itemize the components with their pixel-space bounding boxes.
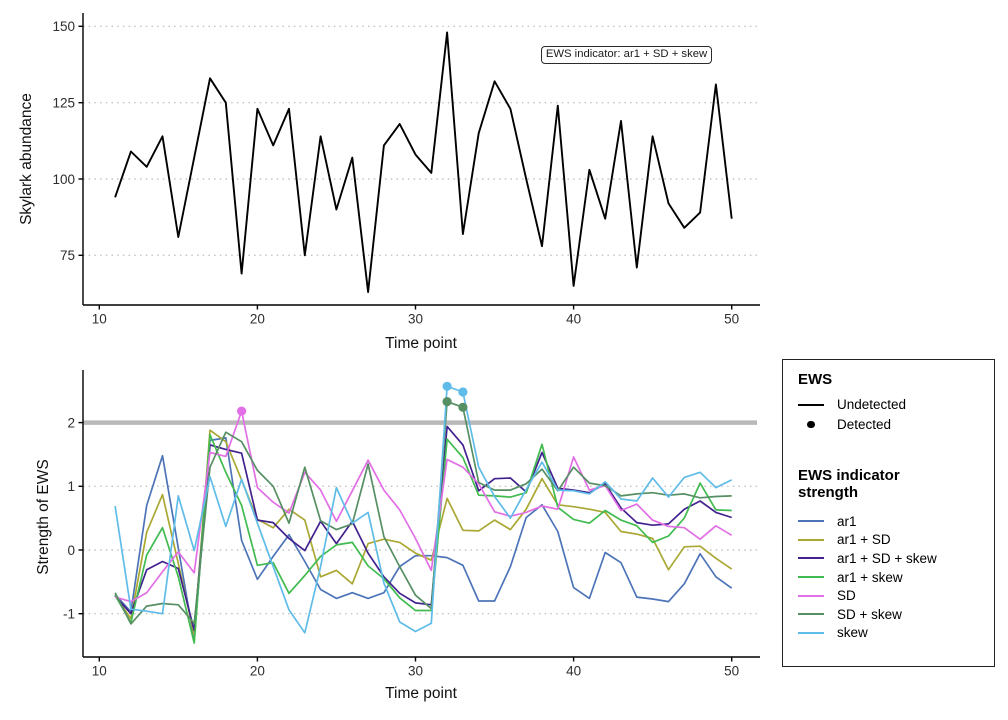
legend-indicator-items: ar1 ar1 + SD ar1 + SD + skew ar1 + skew SD SD… <box>798 512 994 642</box>
line-symbol <box>798 403 824 406</box>
legend-item-label: SD + skew <box>837 606 902 622</box>
line-symbol <box>798 631 824 634</box>
legend-item-ar1-sd: ar1 + SD <box>798 531 994 550</box>
x-tick-label: 50 <box>724 664 739 679</box>
legend-ews-title: EWS <box>798 371 833 388</box>
y-tick-label: 75 <box>60 248 75 263</box>
legend-item-label: Undetected <box>837 397 907 413</box>
x-tick-label: 30 <box>408 312 423 327</box>
legend-item-label: Detected <box>837 416 892 432</box>
line-symbol <box>798 538 824 541</box>
line-swatch-icon <box>798 613 824 616</box>
detected-point-skew-t33 <box>458 387 468 397</box>
line-symbol <box>798 613 824 616</box>
series-line-sd-skew <box>114 400 732 625</box>
legend-item-label: ar1 + skew <box>837 569 903 585</box>
legend-item-undetected: Undetected <box>798 395 994 415</box>
x-tick-label: 10 <box>92 312 107 327</box>
detected-point-skew-t32 <box>442 381 452 391</box>
detected-point-sd-skew-t32 <box>442 397 452 407</box>
series-line-sd <box>114 410 733 603</box>
legend-item-skew: skew <box>798 624 994 643</box>
x-tick-label: 20 <box>250 312 265 327</box>
line-swatch-icon <box>798 520 824 523</box>
legend-item-label: ar1 <box>837 513 857 529</box>
y-tick-label: -1 <box>63 607 75 622</box>
series-line-ar1-skew <box>114 433 732 644</box>
y-tick-label: 1 <box>67 479 75 494</box>
line-swatch-icon <box>798 594 824 597</box>
legend-item-ar1: ar1 <box>798 512 994 531</box>
detected-point-sd-t19 <box>237 406 247 416</box>
series-line-ar1-sd-skew <box>114 425 732 632</box>
legend-item-ar1-skew: ar1 + skew <box>798 568 994 587</box>
x-tick-label: 40 <box>566 664 581 679</box>
line-symbol <box>798 594 824 597</box>
legend-item-sd: SD <box>798 586 994 605</box>
detected-point-sd-skew-t33 <box>458 402 468 412</box>
detected-point-icon <box>798 420 824 428</box>
ews-indicator-annotation: EWS indicator: ar1 + SD + skew <box>541 46 712 64</box>
bottom-x-axis-title: Time point <box>385 685 457 702</box>
legend-item-ar1-sd-skew: ar1 + SD + skew <box>798 549 994 568</box>
line-symbol <box>798 557 824 560</box>
line-symbol <box>798 576 824 579</box>
x-tick-label: 10 <box>92 664 107 679</box>
line-swatch-icon <box>798 557 824 560</box>
legend-item-label: SD <box>837 588 856 604</box>
y-tick-label: 0 <box>67 543 75 558</box>
line-symbol <box>798 520 824 523</box>
y-tick-label: 150 <box>52 19 75 34</box>
line-swatch-icon <box>798 403 824 406</box>
y-tick-label: 100 <box>52 172 75 187</box>
legend-ews-items: Undetected Detected <box>798 395 994 434</box>
series-line-skew <box>114 385 733 634</box>
x-tick-label: 20 <box>250 664 265 679</box>
line-swatch-icon <box>798 631 824 634</box>
point-symbol <box>807 420 815 428</box>
series-line-ar1-sd <box>114 429 733 636</box>
x-tick-label: 30 <box>408 664 423 679</box>
legend-item-sd-skew: SD + skew <box>798 605 994 624</box>
legend-indicator-title-line1: EWS indicator <box>798 467 900 484</box>
legend-item-label: ar1 + SD + skew <box>837 550 937 566</box>
bottom-y-axis-title: Strength of EWS <box>35 459 52 575</box>
legend-gap <box>798 434 994 467</box>
top-y-axis-title: Skylark abundance <box>18 93 35 225</box>
y-tick-label: 2 <box>67 415 75 430</box>
legend-box: EWS Undetected Detected EWS indicator str… <box>782 359 995 667</box>
y-tick-label: 125 <box>52 96 75 111</box>
legend-indicator-title-line2: strength <box>798 484 858 501</box>
legend-item-detected: Detected <box>798 415 994 435</box>
x-tick-label: 40 <box>566 312 581 327</box>
line-swatch-icon <box>798 538 824 541</box>
series-line-skylark-abundance <box>114 31 733 293</box>
top-x-axis-title: Time point <box>385 335 457 352</box>
legend-item-label: skew <box>837 625 868 641</box>
legend-item-label: ar1 + SD <box>837 532 891 548</box>
x-tick-label: 50 <box>724 312 739 327</box>
line-swatch-icon <box>798 576 824 579</box>
